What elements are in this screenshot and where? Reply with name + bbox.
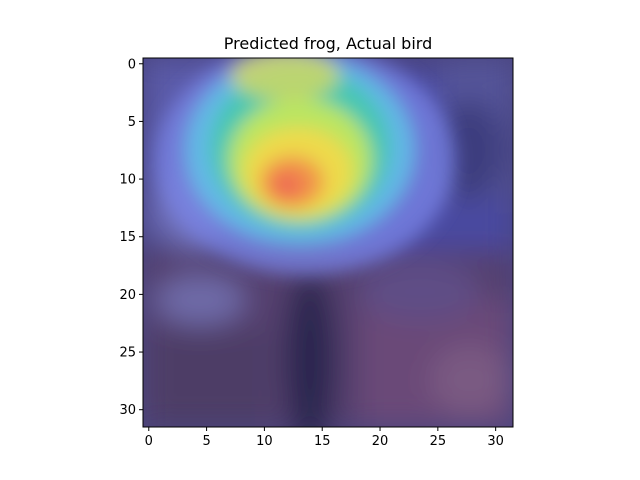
y-tick-label: 25 [119,346,136,361]
y-tick-label: 20 [119,288,136,303]
x-axis: 0 5 10 15 20 25 30 [145,427,504,449]
heatmap-image [143,58,513,427]
x-tick-label: 20 [372,434,389,449]
y-tick-label: 0 [128,57,136,72]
y-tick-label: 30 [119,403,136,418]
plot-frame [142,57,514,428]
x-tick-label: 5 [202,434,210,449]
y-tick-label: 10 [119,173,136,188]
x-tick-label: 25 [430,434,447,449]
y-tick-label: 5 [128,115,136,130]
x-tick-label: 15 [314,434,331,449]
y-axis: 0 5 10 15 20 25 30 [119,57,143,418]
chart-title: Predicted frog, Actual bird [224,34,432,53]
x-tick-label: 0 [145,434,153,449]
x-tick-label: 10 [256,434,273,449]
x-tick-label: 30 [487,434,504,449]
y-tick-label: 15 [119,230,136,245]
